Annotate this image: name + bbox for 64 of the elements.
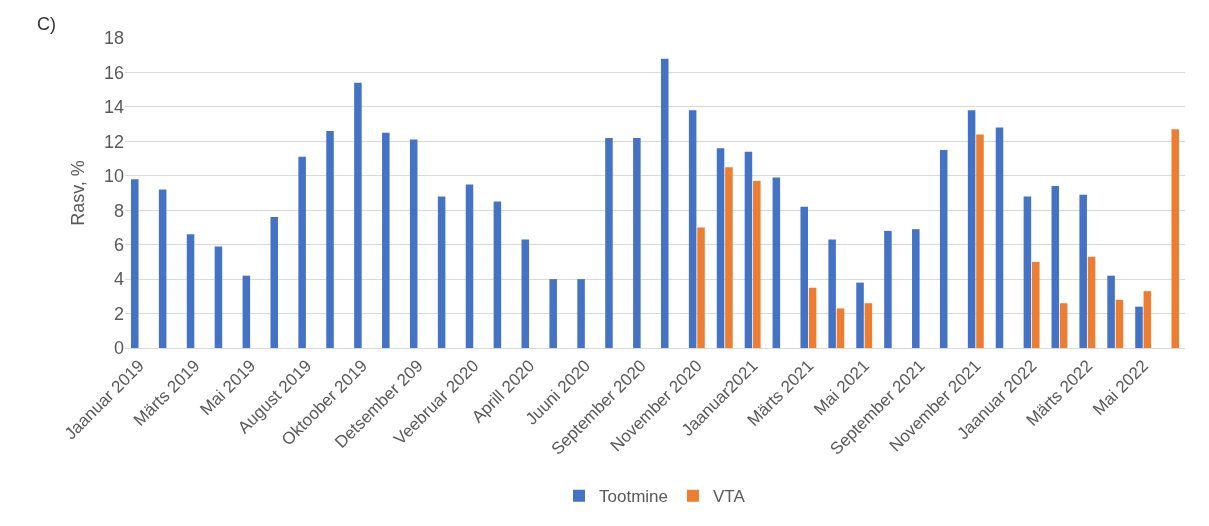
- bar: [856, 282, 864, 348]
- bar: [1115, 299, 1124, 348]
- y-axis-title: Rasv, %: [68, 160, 89, 226]
- bar: [326, 131, 334, 348]
- bar: [912, 229, 920, 348]
- bar: [976, 134, 984, 348]
- bar: [1059, 303, 1068, 348]
- bar: [864, 303, 873, 348]
- bar: [1051, 186, 1060, 348]
- y-tick-label: 6: [113, 234, 124, 255]
- bar: [186, 234, 195, 348]
- y-tick-label: 4: [113, 269, 124, 290]
- bar: [1079, 194, 1087, 348]
- y-tick-label: 16: [103, 62, 124, 83]
- bar: [828, 239, 836, 348]
- bar: [800, 206, 808, 348]
- y-tick-label: 12: [103, 131, 124, 152]
- bar: [725, 167, 733, 348]
- bar: [1023, 196, 1032, 348]
- bar: [158, 189, 167, 348]
- bar: [772, 177, 781, 348]
- bar: [1171, 129, 1179, 348]
- bar: [270, 217, 278, 348]
- bar: [1135, 306, 1143, 348]
- y-tick-label: 0: [113, 338, 124, 359]
- bar: [354, 82, 362, 348]
- legend-label: VTA: [712, 487, 746, 507]
- bar: [214, 246, 223, 348]
- text: C): [37, 14, 56, 34]
- bar: [298, 156, 306, 348]
- legend-label: Tootmine: [599, 487, 668, 507]
- y-tick-label: 10: [103, 166, 124, 187]
- bar: [1107, 275, 1115, 348]
- bar: [633, 137, 641, 348]
- bar: [242, 275, 251, 348]
- y-tick-label: 8: [113, 200, 124, 221]
- bar: [131, 179, 139, 348]
- bar: [884, 230, 892, 348]
- bar: [549, 279, 557, 348]
- bar: [716, 148, 725, 348]
- bar: [744, 151, 753, 348]
- bar: [465, 184, 474, 348]
- bar: [493, 201, 502, 348]
- y-tick-label: 14: [103, 97, 124, 118]
- bar: [521, 239, 530, 348]
- bar: [1143, 291, 1152, 348]
- bar: [939, 149, 948, 348]
- bar: [753, 180, 761, 348]
- bar: [409, 139, 418, 348]
- y-tick-label: 18: [103, 28, 124, 49]
- bar: [836, 308, 845, 348]
- bar: [995, 127, 1004, 348]
- bar: [967, 110, 976, 348]
- bar: [1087, 256, 1096, 348]
- bar: [382, 132, 390, 348]
- bar: [688, 110, 697, 348]
- bar: [697, 227, 705, 348]
- bar: [437, 196, 446, 348]
- bar: [1032, 261, 1040, 348]
- bar: [605, 137, 613, 348]
- y-tick-label: 2: [113, 303, 124, 324]
- bar: [808, 287, 817, 348]
- bar: [661, 58, 669, 348]
- bar: [577, 279, 585, 348]
